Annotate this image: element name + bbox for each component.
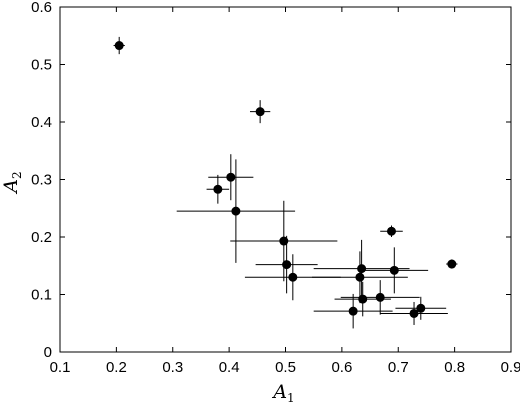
y-tick-label: 0.4 <box>31 114 52 131</box>
data-point <box>375 292 385 302</box>
data-point <box>279 236 289 246</box>
x-tick-label: 0.8 <box>444 359 465 376</box>
y-axis-label-group: A2 <box>0 171 24 194</box>
data-point <box>416 303 426 313</box>
data-point <box>288 272 298 282</box>
data-point <box>357 264 367 274</box>
x-tick-label: 0.7 <box>388 359 409 376</box>
x-tick-label: 0.2 <box>106 359 127 376</box>
x-tick-label: 0.5 <box>275 359 296 376</box>
x-tick-label: 0.9 <box>501 359 520 376</box>
data-point <box>447 259 457 269</box>
data-point <box>386 226 396 236</box>
data-point <box>282 260 292 270</box>
data-point <box>255 107 265 117</box>
x-tick-label: 0.4 <box>219 359 240 376</box>
data-point <box>213 184 223 194</box>
data-points <box>114 41 457 318</box>
data-point <box>358 294 368 304</box>
plot-frame <box>59 6 512 353</box>
y-tick-label: 0.2 <box>31 229 52 246</box>
data-point <box>389 265 399 275</box>
y-tick-label: 0.6 <box>31 0 52 16</box>
axis-ticks: 0.1 0.2 0.3 0.4 0.5 0.6 0.7 0.8 0.900.10.20.30.4… <box>31 0 520 376</box>
x-tick-label: 0.3 <box>162 359 183 376</box>
data-point <box>226 172 236 182</box>
y-tick-label: 0.1 <box>31 287 52 304</box>
x-tick-label: 0.6 <box>331 359 352 376</box>
x-axis-label: A1 <box>271 381 294 404</box>
data-point <box>409 308 419 318</box>
y-tick-label: 0 <box>44 344 52 361</box>
data-point <box>231 206 241 216</box>
y-tick-label: 0.3 <box>31 172 52 189</box>
y-tick-label: 0.5 <box>31 57 52 74</box>
data-point <box>114 41 124 51</box>
error-bars <box>113 36 458 329</box>
y-axis-label: A2 <box>0 171 24 194</box>
data-point <box>355 272 365 282</box>
data-point <box>348 306 358 316</box>
x-tick-label: 0.1 <box>50 359 71 376</box>
